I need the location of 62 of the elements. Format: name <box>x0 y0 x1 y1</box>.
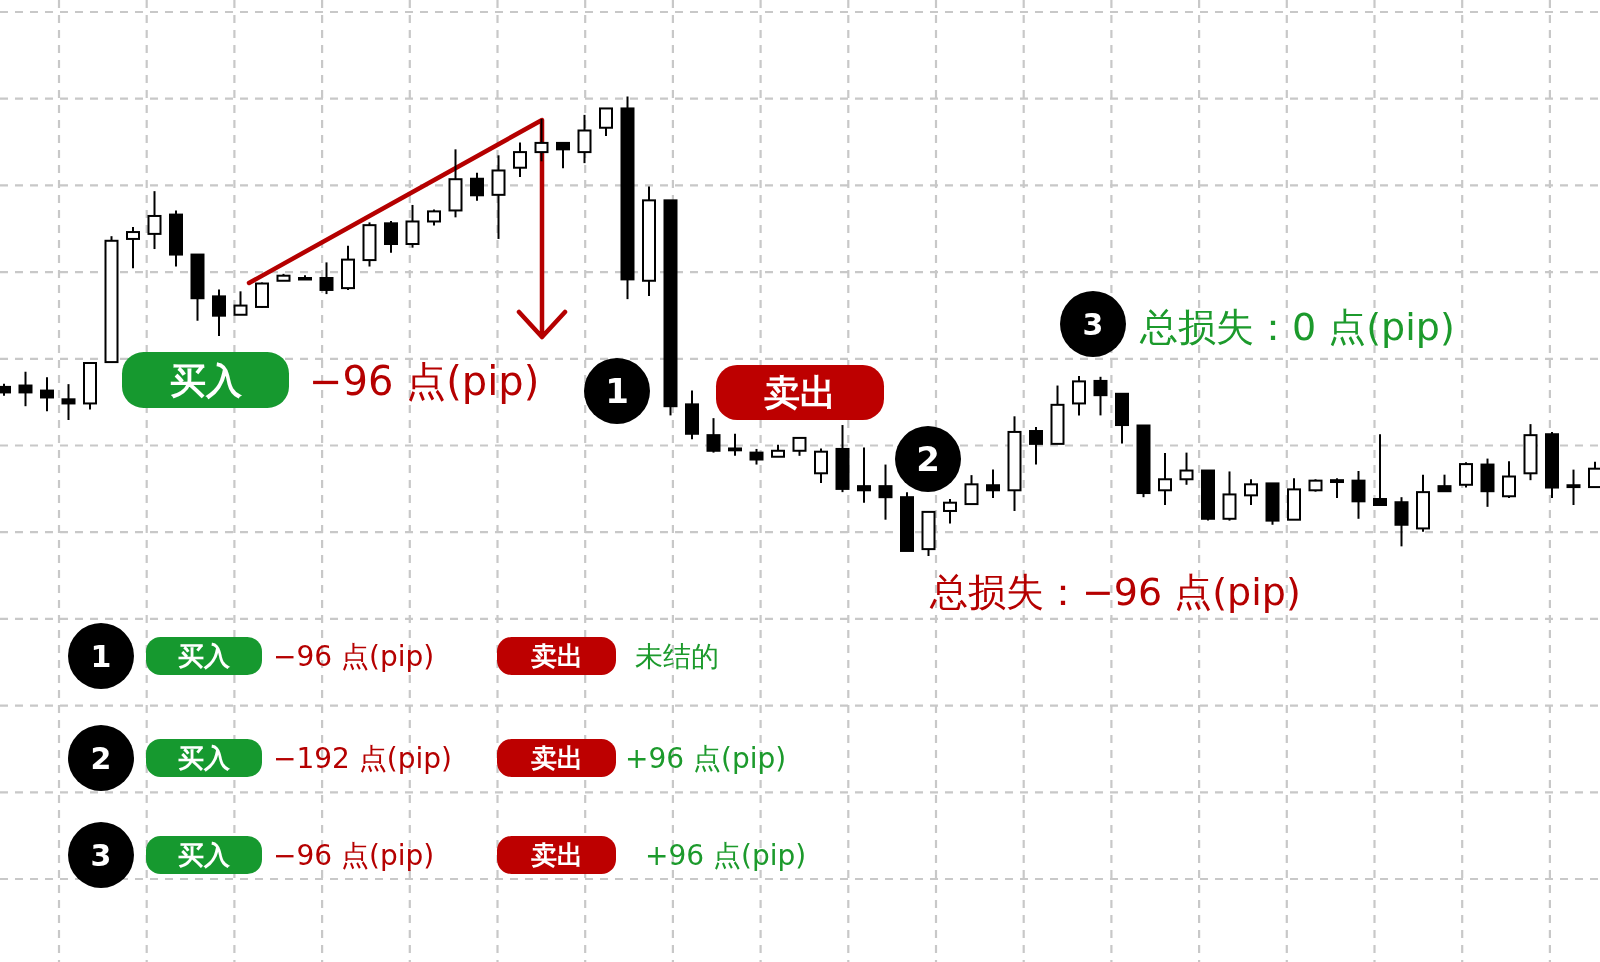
annotation: 1 <box>605 371 629 411</box>
candlestick <box>1351 469 1366 520</box>
candlestick <box>857 446 871 504</box>
candlestick <box>728 432 742 457</box>
text: 未结的 <box>635 639 719 673</box>
text: 买入 <box>178 743 231 773</box>
candlestick <box>212 288 226 337</box>
candlestick <box>61 383 76 421</box>
text: 总损失：−96 点(pip) <box>929 570 1301 614</box>
candlestick <box>556 141 570 170</box>
annotation: 2 <box>916 439 940 479</box>
text: 卖出 <box>530 743 583 773</box>
text: 2 <box>90 740 112 776</box>
candlestick <box>1179 451 1194 486</box>
text: 卖出 <box>530 641 583 671</box>
annotation: −96 点(pip) <box>309 358 540 404</box>
text: 买入 <box>178 641 231 671</box>
candlestick <box>1588 460 1600 489</box>
candlestick <box>233 290 248 316</box>
candlestick <box>1502 460 1516 500</box>
candlestick <box>943 498 957 525</box>
candlestick <box>1244 478 1258 506</box>
text: 1 <box>90 638 112 674</box>
candlestick <box>878 463 893 521</box>
candlestick <box>405 203 420 249</box>
candlestick <box>1394 496 1409 548</box>
candlestick <box>470 171 484 202</box>
candlestick <box>577 113 592 165</box>
candlestick <box>1373 433 1387 507</box>
candlestick <box>986 468 1000 500</box>
annotation: 买入 <box>169 359 243 401</box>
candlestick <box>1072 374 1086 417</box>
candlestick <box>1029 425 1043 466</box>
candlestick <box>814 447 828 484</box>
candlestick <box>1330 477 1344 500</box>
candlestick <box>599 107 613 138</box>
candlestick <box>1566 468 1581 506</box>
candlestick <box>18 370 33 408</box>
candlestick <box>706 417 721 454</box>
text: 买入 <box>178 840 231 870</box>
candlestick <box>126 226 140 270</box>
text: +96 点(pip) <box>645 838 807 872</box>
annotation: 总损失：0 点(pip) <box>1139 305 1455 349</box>
text: 3 <box>90 837 112 873</box>
candlestick <box>1093 375 1108 417</box>
text: −96 点(pip) <box>273 838 435 872</box>
candlestick <box>534 118 549 163</box>
candlestick <box>40 376 54 413</box>
annotation: 3 <box>1082 306 1104 342</box>
candlestick <box>384 220 398 254</box>
text: +96 点(pip) <box>625 741 787 775</box>
text: −192 点(pip) <box>273 741 452 775</box>
annotation: 卖出 <box>764 372 836 413</box>
candlestick <box>319 261 334 296</box>
text: −96 点(pip) <box>273 639 435 673</box>
candlestick <box>147 190 162 251</box>
candlestick <box>1459 461 1473 489</box>
candlestick <box>964 474 979 506</box>
text: 卖出 <box>530 840 583 870</box>
candlestick <box>255 281 269 309</box>
candlestick <box>513 141 527 178</box>
candlestick <box>1158 452 1172 506</box>
